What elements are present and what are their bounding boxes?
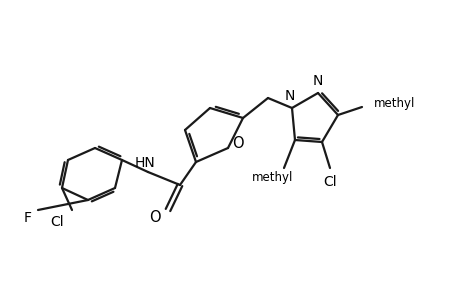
Text: Cl: Cl xyxy=(323,175,336,189)
Text: N: N xyxy=(284,89,295,103)
Text: methyl: methyl xyxy=(252,170,293,184)
Text: N: N xyxy=(312,74,323,88)
Text: HN: HN xyxy=(134,156,155,170)
Text: Cl: Cl xyxy=(50,215,64,229)
Text: O: O xyxy=(149,211,161,226)
Text: F: F xyxy=(24,211,32,225)
Text: O: O xyxy=(232,136,243,151)
Text: methyl: methyl xyxy=(373,97,414,110)
